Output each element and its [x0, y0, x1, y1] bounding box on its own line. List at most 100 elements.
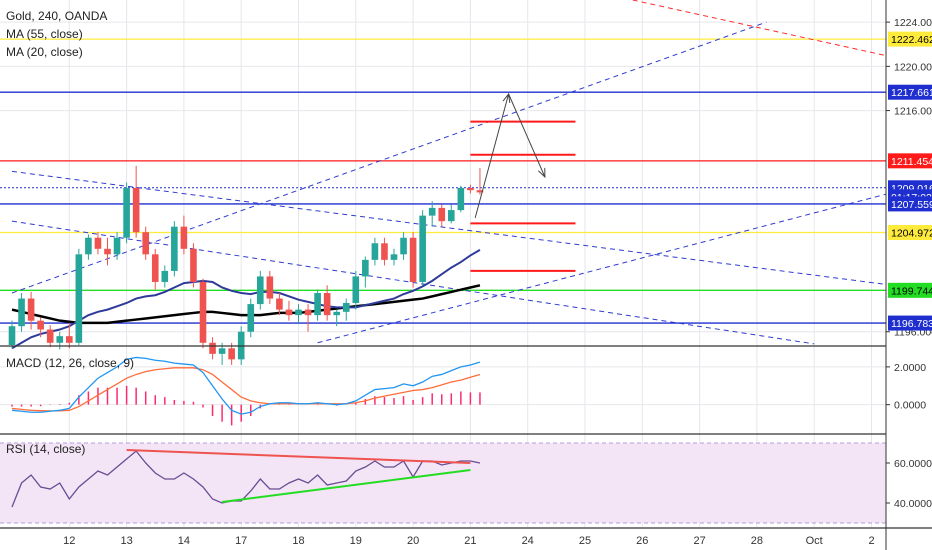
candle-body: [247, 304, 255, 332]
grid-lines: [0, 0, 886, 527]
time-tick-label: 20: [407, 535, 419, 547]
price-label: 1199.744: [891, 285, 932, 297]
candle-body: [333, 311, 340, 316]
candle-body: [266, 276, 274, 299]
rsi-trend-line: [221, 469, 471, 503]
rsi-trend-line: [126, 449, 471, 464]
candle-body: [476, 190, 484, 193]
macd-signal-line: [11, 367, 481, 412]
trend-lines: [11, 0, 886, 345]
candle-body: [428, 207, 436, 216]
rsi-band: [0, 443, 886, 523]
macd-line: [11, 356, 481, 415]
moving-averages: [11, 249, 481, 350]
candle-body: [27, 298, 35, 321]
candle-body: [161, 270, 169, 282]
candle-body: [123, 187, 130, 238]
candle-body: [400, 237, 407, 255]
time-tick-label: 12: [63, 535, 75, 547]
time-tick-label: 21: [464, 535, 476, 547]
candle-body: [409, 237, 417, 282]
rsi-legend: RSI (14, close): [6, 442, 85, 456]
candle-body: [8, 326, 16, 345]
trend-line: [317, 193, 886, 344]
rsi-panel: [0, 442, 886, 524]
candle-body: [352, 276, 360, 303]
price-tick-label: 1220.000: [894, 61, 932, 73]
candle-body: [209, 342, 216, 354]
rsi-line: [11, 450, 481, 508]
rsi-tick-label: 60.0000: [894, 458, 932, 470]
candle-body: [362, 259, 369, 277]
candle-body: [113, 237, 121, 255]
forecast-arrows: [474, 92, 546, 218]
price-label-box: [888, 84, 932, 100]
candle-body: [314, 293, 321, 316]
candle-body: [85, 237, 92, 255]
time-tick-label: 17: [235, 535, 247, 547]
candle-body: [295, 309, 302, 316]
candle-body: [66, 336, 73, 343]
macd-legend: MACD (12, 26, close, 9): [6, 356, 134, 370]
price-label-box: [888, 153, 932, 169]
price-label-box: [888, 282, 932, 298]
candle-body: [457, 187, 465, 211]
trend-line: [11, 21, 767, 294]
macd-tick-label: 0.0000: [894, 400, 926, 412]
macd-panel: [11, 356, 481, 426]
time-tick-label: 2: [868, 535, 874, 547]
time-tick-label: 24: [522, 535, 534, 547]
price-label-box: [888, 315, 932, 331]
candle-body: [419, 215, 426, 282]
candle-body: [285, 309, 293, 316]
candle-body: [190, 248, 197, 282]
candle-body: [171, 226, 178, 271]
candle-body: [257, 276, 264, 305]
candle-body: [56, 336, 64, 343]
candle-body: [199, 281, 207, 343]
rsi-tick-label: 40.0000: [894, 498, 932, 510]
candle-body: [94, 237, 102, 249]
macd-tick-label: 2.0000: [894, 362, 926, 374]
target-segments: [470, 120, 576, 272]
time-tick-label: 19: [350, 535, 362, 547]
candle-body: [467, 187, 474, 191]
time-tick-label: 25: [579, 535, 591, 547]
ma55-legend: MA (55, close): [6, 27, 83, 41]
horizontal-levels: [0, 38, 886, 324]
candle-body: [142, 232, 149, 255]
candles: [8, 165, 484, 365]
candle-body: [323, 293, 331, 316]
ma20-line: [11, 249, 481, 350]
candle-body: [18, 298, 25, 327]
candle-body: [104, 248, 111, 255]
time-axis[interactable]: 12 13 14 17 18 19 20 21 24 25 26 27 28 Oct 2: [63, 535, 874, 547]
price-label: 1204.972: [891, 228, 932, 240]
candle-body: [37, 320, 44, 330]
candle-body: [381, 243, 388, 260]
price-label: 1211.454: [891, 156, 932, 168]
trend-line: [11, 170, 886, 285]
price-label: 1217.661: [891, 87, 932, 99]
ma20-legend: MA (20, close): [6, 45, 83, 59]
candle-body: [304, 309, 312, 316]
price-label-box: [888, 225, 932, 241]
arrow-shaft: [508, 93, 546, 178]
ma55-line: [11, 284, 481, 325]
candle-body: [228, 348, 235, 360]
candle-body: [448, 210, 455, 222]
arrow-shaft: [474, 93, 510, 218]
symbol-title: Gold, 240, OANDA: [6, 9, 107, 23]
candle-body: [276, 298, 283, 310]
time-tick-label: 28: [751, 535, 763, 547]
price-axis[interactable]: 1224.0001220.0001216.0001196.0002.00000.…: [886, 17, 932, 510]
trend-line: [632, 0, 886, 57]
candle-body: [371, 243, 379, 260]
price-label: 1207.559: [891, 199, 932, 211]
time-tick-label: Oct: [806, 535, 823, 547]
time-tick-label: 13: [120, 535, 132, 547]
candle-body: [218, 348, 226, 354]
candle-body: [151, 254, 159, 282]
